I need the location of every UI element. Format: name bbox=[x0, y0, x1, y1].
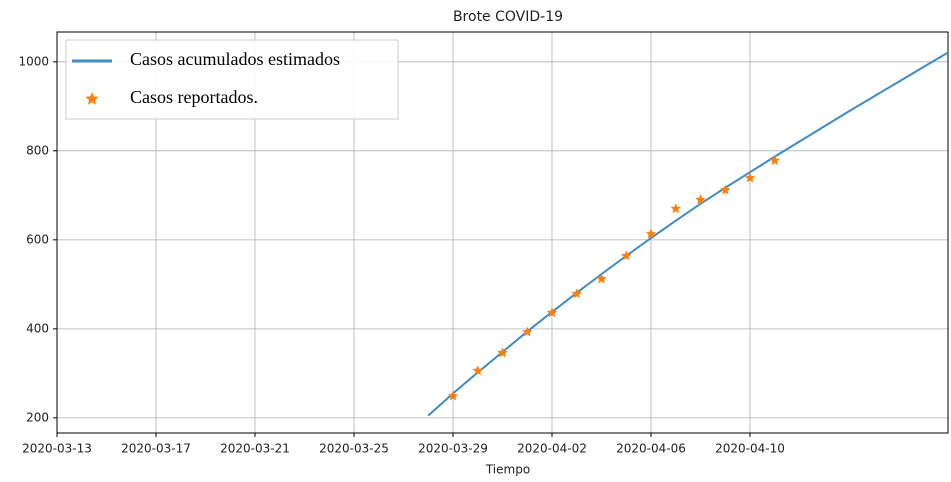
chart-title: Brote COVID-19 bbox=[453, 9, 563, 25]
point bbox=[695, 194, 706, 205]
x-tick-label: 2020-04-02 bbox=[517, 442, 587, 456]
point bbox=[522, 326, 533, 337]
y-tick-label: 800 bbox=[26, 143, 49, 157]
x-tick-label: 2020-03-13 bbox=[22, 442, 92, 456]
point bbox=[472, 365, 483, 376]
x-axis-label: Tiempo bbox=[485, 463, 530, 477]
x-tick-label: 2020-04-10 bbox=[715, 442, 785, 456]
point bbox=[769, 155, 780, 166]
legend-label: Casos reportados. bbox=[130, 87, 258, 107]
y-tick-label: 1000 bbox=[18, 54, 49, 68]
legend-label: Casos acumulados estimados bbox=[130, 49, 340, 69]
x-tick-label: 2020-03-17 bbox=[121, 442, 191, 456]
legend-swatch bbox=[85, 92, 99, 105]
line bbox=[427, 51, 949, 417]
x-tick-label: 2020-03-29 bbox=[418, 442, 488, 456]
y-tick-label: 600 bbox=[26, 232, 49, 246]
point bbox=[621, 250, 632, 261]
point bbox=[645, 228, 657, 239]
point bbox=[497, 347, 508, 358]
point bbox=[447, 390, 459, 401]
point bbox=[720, 184, 731, 195]
point bbox=[670, 203, 681, 214]
point bbox=[571, 288, 582, 299]
point bbox=[744, 172, 756, 183]
plot-frame bbox=[56, 31, 949, 434]
legend-box bbox=[65, 39, 399, 120]
x-tick-label: 2020-03-25 bbox=[319, 442, 389, 456]
point bbox=[546, 307, 558, 318]
x-tick-label: 2020-03-21 bbox=[220, 442, 290, 456]
y-tick-label: 200 bbox=[26, 410, 49, 424]
x-tick-label: 2020-04-06 bbox=[616, 442, 686, 456]
y-tick-label: 400 bbox=[26, 321, 49, 335]
point bbox=[596, 273, 607, 284]
